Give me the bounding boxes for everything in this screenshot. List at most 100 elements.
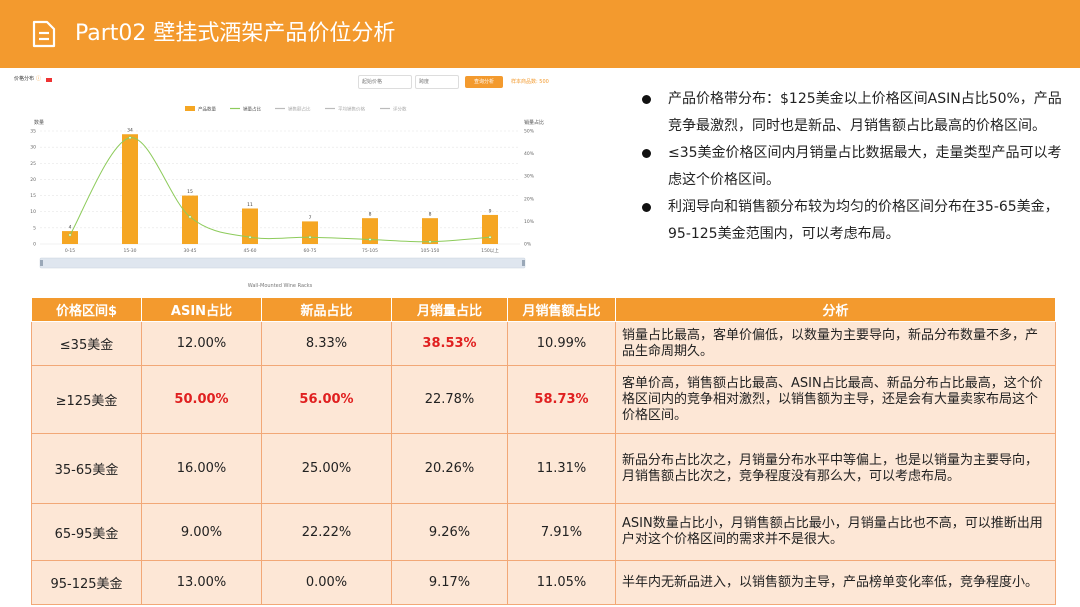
- header-sales-volume-share: 月销量占比: [391, 297, 508, 322]
- line-point: [488, 235, 492, 239]
- bullet-dot: [642, 95, 651, 104]
- bar-value-label: 15: [187, 189, 193, 195]
- y-tick-label: 10: [30, 209, 36, 215]
- line-point: [68, 233, 72, 237]
- line-point: [368, 237, 372, 241]
- chart-bar: [482, 214, 498, 244]
- y-tick-label: 25: [30, 161, 36, 167]
- y-tick-label: 5: [33, 225, 36, 231]
- legend-label: 销量占比: [243, 106, 261, 113]
- y-tick-label-right: 30%: [524, 174, 535, 180]
- legend-label: 平均销售价格: [338, 106, 365, 113]
- table-row: 95-125美金 13.00% 0.00% 9.17% 11.05% 半年内无新…: [31, 560, 1056, 605]
- line-point: [428, 240, 432, 244]
- price-analysis-table: 价格区间$ ASIN占比 新品占比 月销量占比 月销售额占比 分析 ≤35美金 …: [31, 297, 1056, 605]
- cell-new-share: 56.00%: [261, 365, 392, 434]
- cell-new-share: 25.00%: [261, 433, 392, 504]
- bullet-dot: [642, 149, 651, 158]
- legend-label: 评分数: [393, 106, 407, 113]
- legend-label: 产品数量: [198, 106, 216, 113]
- cell-analysis: 销量占比最高，客单价偏低，以数量为主要导向，新品分布数量不多，产品生命周期久。: [615, 321, 1056, 366]
- table-row: 65-95美金 9.00% 22.22% 9.26% 7.91% ASIN数量占…: [31, 503, 1056, 561]
- document-icon: [32, 20, 56, 48]
- cell-revenue-share: 58.73%: [507, 365, 616, 434]
- chart-bar: [182, 195, 198, 244]
- page-title: Part02 壁挂式酒架产品价位分析: [75, 21, 396, 46]
- cell-new-share: 8.33%: [261, 321, 392, 366]
- video-icon[interactable]: [46, 78, 52, 82]
- cell-price-range: 35-65美金: [31, 433, 142, 504]
- table-header-row: 价格区间$ ASIN占比 新品占比 月销量占比 月销售额占比 分析: [31, 297, 1056, 322]
- cell-analysis: ASIN数量占比小，月销售额占比最小，月销量占比也不高，可以推断出用户对这个价格…: [615, 503, 1056, 561]
- query-button[interactable]: 查询分析: [465, 76, 503, 88]
- cell-price-range: ≥125美金: [31, 365, 142, 434]
- cell-revenue-share: 11.31%: [507, 433, 616, 504]
- help-icon[interactable]: ⓘ: [36, 76, 42, 82]
- cell-asin-share: 13.00%: [141, 560, 262, 605]
- sample-count: 样本商品数: 500: [511, 79, 549, 85]
- zoom-slider: [39, 257, 526, 269]
- x-tick-label: 0-15: [65, 248, 75, 254]
- line-point: [188, 215, 192, 219]
- insight-item: 利润导向和销售额分布较为均匀的价格区间分布在35-65美金，95-125美金范围…: [640, 194, 1070, 248]
- bar-value-label: 8: [429, 212, 432, 218]
- y-tick-label: 20: [30, 177, 36, 183]
- chart-bar: [62, 231, 78, 244]
- x-tick-label: 105-150: [421, 248, 440, 254]
- header-asin-share: ASIN占比: [141, 297, 262, 322]
- insight-item: ≤35美金价格区间内月销量占比数据最大，走量类型产品可以考虑这个价格区间。: [640, 140, 1070, 194]
- y-axis-title-right: 销量占比: [524, 119, 544, 126]
- y-tick-label-right: 10%: [524, 219, 535, 225]
- legend-swatch: [185, 106, 195, 111]
- x-axis-caption: Wall-Mounted Wine Racks: [248, 283, 313, 289]
- cell-new-share: 0.00%: [261, 560, 392, 605]
- price-span-input[interactable]: 跨度: [415, 75, 459, 89]
- cell-sales-volume-share: 9.17%: [391, 560, 508, 605]
- bar-value-label: 34: [127, 128, 133, 134]
- bar-value-label: 11: [247, 202, 253, 208]
- chart-bar: [302, 221, 318, 244]
- x-tick-label: 45-60: [243, 248, 256, 254]
- cell-asin-share: 12.00%: [141, 321, 262, 366]
- start-price-input[interactable]: 起始价格: [358, 75, 412, 89]
- bar-value-label: 4: [69, 225, 72, 231]
- price-distribution-widget: 价格分布 ⓘ 起始价格 跨度 查询分析 样本商品数: 500 产品数量 销量占比销…: [10, 72, 555, 294]
- x-tick-label: 75-105: [362, 248, 378, 254]
- y-tick-label: 0: [33, 242, 36, 248]
- insight-list: 产品价格带分布：$125美金以上价格区间ASIN占比50%，产品竞争最激烈，同时…: [640, 86, 1070, 248]
- y-tick-label: 15: [30, 193, 36, 199]
- y-tick-label-right: 0%: [524, 242, 532, 248]
- table-row: 35-65美金 16.00% 25.00% 20.26% 11.31% 新品分布…: [31, 433, 1056, 504]
- line-point: [128, 136, 132, 140]
- cell-revenue-share: 10.99%: [507, 321, 616, 366]
- table-row: ≥125美金 50.00% 56.00% 22.78% 58.73% 客单价高，…: [31, 365, 1056, 434]
- x-tick-label: 150以上: [481, 247, 499, 254]
- header-new-share: 新品占比: [261, 297, 392, 322]
- cell-sales-volume-share: 38.53%: [391, 321, 508, 366]
- header-price-range: 价格区间$: [31, 297, 142, 322]
- bar-value-label: 8: [369, 212, 372, 218]
- cell-sales-volume-share: 22.78%: [391, 365, 508, 434]
- chart-bar: [362, 218, 378, 244]
- cell-analysis: 客单价高，销售额占比最高、ASIN占比最高、新品分布占比最高，这个价格区间内的竞…: [615, 365, 1056, 434]
- x-tick-label: 30-45: [183, 248, 196, 254]
- header-analysis: 分析: [615, 297, 1056, 322]
- x-tick-label: 15-30: [123, 248, 136, 254]
- cell-asin-share: 16.00%: [141, 433, 262, 504]
- table-row: ≤35美金 12.00% 8.33% 38.53% 10.99% 销量占比最高，…: [31, 321, 1056, 366]
- y-tick-label: 30: [30, 145, 36, 151]
- cell-sales-volume-share: 20.26%: [391, 433, 508, 504]
- cell-price-range: ≤35美金: [31, 321, 142, 366]
- zoom-handle-right: [522, 260, 525, 266]
- x-tick-label: 60-75: [303, 248, 316, 254]
- y-tick-label: 35: [30, 129, 36, 135]
- line-point: [308, 235, 312, 239]
- cell-asin-share: 50.00%: [141, 365, 262, 434]
- cell-price-range: 65-95美金: [31, 503, 142, 561]
- insight-item: 产品价格带分布：$125美金以上价格区间ASIN占比50%，产品竞争最激烈，同时…: [640, 86, 1070, 140]
- chart-bar: [122, 134, 138, 244]
- y-axis-title-left: 数量: [34, 119, 44, 126]
- zoom-handle-left: [40, 260, 43, 266]
- y-tick-label-right: 40%: [524, 151, 535, 157]
